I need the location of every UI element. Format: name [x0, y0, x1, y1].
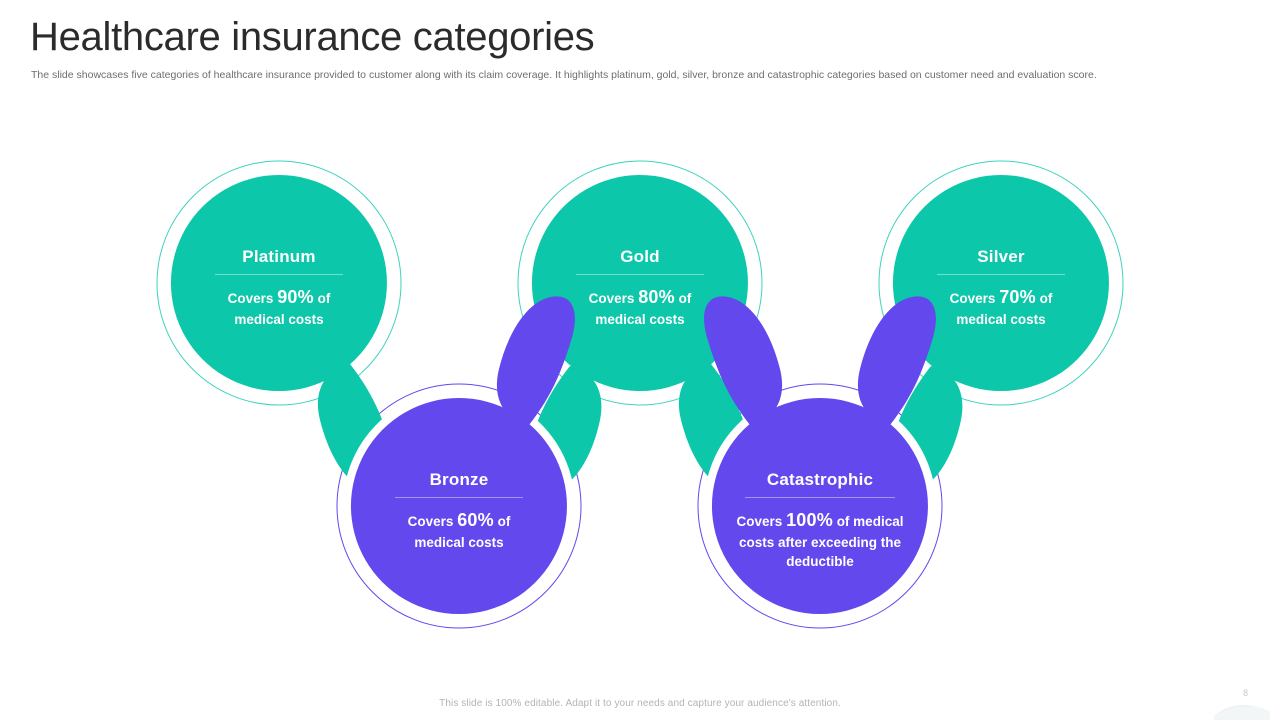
- page-title: Healthcare insurance categories: [30, 15, 595, 59]
- bronze-outline-ring: [336, 383, 582, 629]
- insurance-categories-diagram: Platinum Covers 90% of medical costs Gol…: [0, 100, 1280, 680]
- platinum-outline-ring: [156, 160, 402, 406]
- silver-outline-ring: [878, 160, 1124, 406]
- page-subtitle: The slide showcases five categories of h…: [31, 69, 1097, 81]
- catastrophic-shape[interactable]: [704, 296, 936, 614]
- catastrophic-outline-ring: [697, 383, 943, 629]
- gold-outline-ring: [517, 160, 763, 406]
- bronze-shape[interactable]: [350, 296, 575, 614]
- editable-note: This slide is 100% editable. Adapt it to…: [439, 698, 841, 709]
- page-number: 8: [1242, 688, 1248, 698]
- diagram-canvas: [156, 160, 1124, 629]
